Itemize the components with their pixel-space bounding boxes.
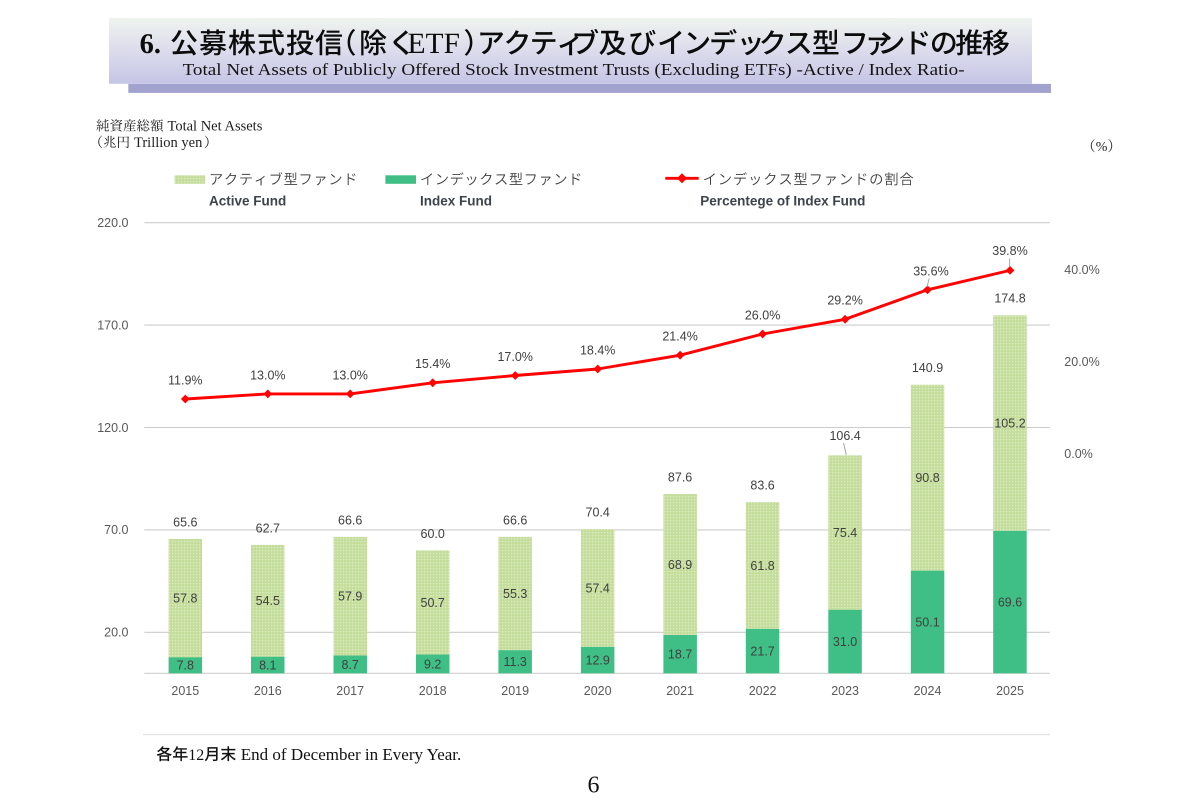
svg-text:6: 6 [588, 773, 600, 799]
svg-text:Index Fund: Index Fund [420, 193, 492, 208]
svg-text:62.7: 62.7 [256, 521, 280, 535]
svg-text:61.8: 61.8 [750, 559, 774, 573]
svg-text:106.4: 106.4 [829, 429, 860, 443]
svg-text:70.0: 70.0 [104, 523, 128, 537]
svg-text:2024: 2024 [914, 684, 942, 698]
svg-text:2023: 2023 [831, 684, 859, 698]
svg-text:66.6: 66.6 [503, 513, 527, 527]
svg-text:75.4: 75.4 [833, 526, 857, 540]
svg-text:Total Net Assets: Total Net Assets [168, 119, 263, 135]
svg-text:8.1: 8.1 [259, 658, 276, 672]
svg-text:17.0%: 17.0% [497, 350, 532, 364]
svg-text:40.0%: 40.0% [1064, 263, 1099, 277]
svg-text:105.2: 105.2 [994, 416, 1025, 430]
svg-text:Active Fund: Active Fund [209, 193, 286, 208]
svg-text:Total Net Assets of Publicly O: Total Net Assets of Publicly Offered Sto… [183, 60, 965, 79]
svg-text:18.4%: 18.4% [580, 343, 615, 357]
svg-text:15.4%: 15.4% [415, 357, 450, 371]
svg-text:31.0: 31.0 [833, 635, 857, 649]
svg-text:87.6: 87.6 [668, 470, 692, 484]
svg-text:2020: 2020 [584, 684, 612, 698]
svg-text:21.4%: 21.4% [662, 330, 697, 344]
svg-text:57.4: 57.4 [586, 581, 610, 595]
svg-text:140.9: 140.9 [912, 361, 943, 375]
svg-text:90.8: 90.8 [915, 471, 939, 485]
svg-text:2021: 2021 [666, 684, 694, 698]
svg-text:120.0: 120.0 [97, 421, 128, 435]
svg-text:65.6: 65.6 [173, 515, 197, 529]
svg-text:2018: 2018 [419, 684, 447, 698]
svg-text:18.7: 18.7 [668, 648, 692, 662]
svg-text:0.0%: 0.0% [1064, 447, 1093, 461]
svg-text:2025: 2025 [996, 684, 1024, 698]
svg-text:21.7: 21.7 [750, 645, 774, 659]
svg-text:54.5: 54.5 [256, 594, 280, 608]
svg-text:174.8: 174.8 [994, 292, 1025, 306]
svg-text:170.0: 170.0 [97, 318, 128, 332]
svg-text:60.0: 60.0 [421, 527, 445, 541]
svg-text:13.0%: 13.0% [250, 368, 285, 382]
svg-text:8.7: 8.7 [342, 658, 359, 672]
svg-text:55.3: 55.3 [503, 587, 527, 601]
svg-text:Trillion yen: Trillion yen [134, 135, 203, 151]
svg-text:70.4: 70.4 [586, 506, 610, 520]
svg-text:2016: 2016 [254, 684, 282, 698]
svg-text:50.1: 50.1 [915, 615, 939, 629]
svg-text:20.0%: 20.0% [1064, 355, 1099, 369]
svg-text:11.3: 11.3 [503, 655, 526, 669]
svg-text:35.6%: 35.6% [913, 264, 948, 278]
svg-text:2017: 2017 [336, 684, 364, 698]
svg-text:29.2%: 29.2% [827, 294, 862, 308]
svg-text:220.0: 220.0 [97, 216, 128, 230]
svg-text:66.6: 66.6 [338, 513, 362, 527]
svg-text:11.9%: 11.9% [168, 373, 203, 387]
svg-text:57.9: 57.9 [338, 590, 362, 604]
svg-text:39.8%: 39.8% [992, 244, 1027, 258]
svg-text:7.8: 7.8 [177, 659, 194, 673]
svg-text:9.2: 9.2 [424, 657, 441, 671]
svg-text:57.8: 57.8 [173, 592, 197, 606]
svg-text:Percentege of Index Fund: Percentege of Index Fund [700, 193, 865, 208]
svg-text:2019: 2019 [501, 684, 529, 698]
svg-text:End of December in Every Year.: End of December in Every Year. [241, 745, 461, 764]
svg-text:69.6: 69.6 [998, 595, 1022, 609]
svg-text:12.9: 12.9 [586, 654, 610, 668]
svg-text:83.6: 83.6 [750, 479, 774, 493]
svg-text:2015: 2015 [171, 684, 199, 698]
svg-text:50.7: 50.7 [421, 596, 445, 610]
svg-text:20.0: 20.0 [104, 626, 128, 640]
svg-text:26.0%: 26.0% [745, 308, 780, 322]
svg-text:2022: 2022 [749, 684, 777, 698]
svg-text:68.9: 68.9 [668, 558, 692, 572]
svg-text:12: 12 [188, 747, 204, 764]
svg-text:13.0%: 13.0% [332, 368, 367, 382]
svg-text:%: % [1096, 140, 1108, 155]
